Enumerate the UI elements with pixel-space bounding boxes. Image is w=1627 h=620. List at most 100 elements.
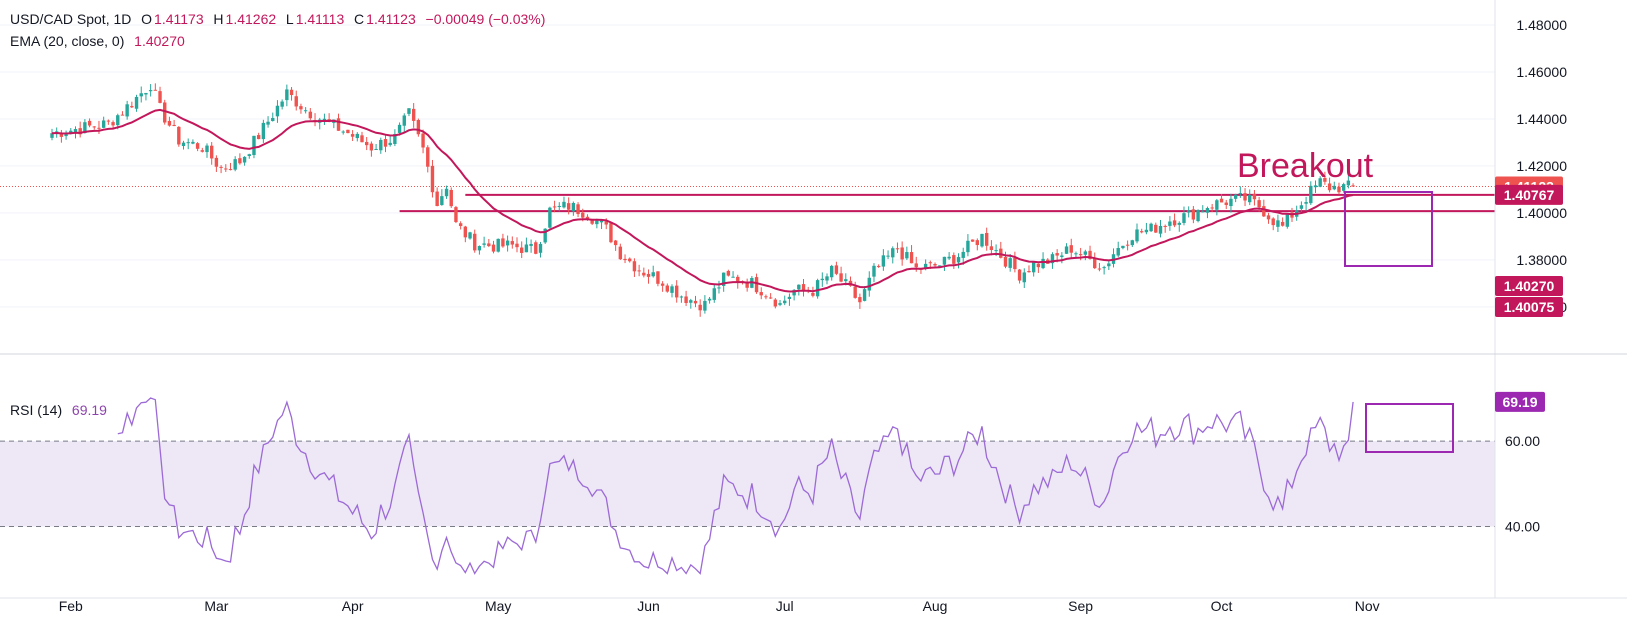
- candle-body: [181, 142, 186, 147]
- candle-body: [609, 223, 613, 243]
- candle-body: [158, 91, 162, 103]
- breakout-annotation: Breakout: [1237, 147, 1374, 185]
- time-tick-label: May: [485, 598, 511, 614]
- candle-body: [1257, 200, 1261, 208]
- rsi-label: RSI (14): [10, 402, 63, 418]
- candle-body: [736, 276, 740, 282]
- candle-body: [219, 166, 223, 168]
- candle-body: [341, 131, 345, 133]
- candle-body: [144, 92, 148, 95]
- candle-body: [435, 191, 439, 207]
- candle-body: [1323, 177, 1327, 182]
- candle-body: [830, 265, 834, 278]
- candle-body: [1107, 263, 1111, 267]
- price-grid: [0, 24, 1495, 308]
- candle-body: [947, 256, 951, 259]
- candle-body: [1078, 254, 1083, 256]
- candle-body: [820, 278, 825, 281]
- candle-body: [1182, 213, 1186, 223]
- candle-body: [1116, 248, 1120, 256]
- candle-body: [1022, 272, 1026, 283]
- candle-body: [628, 258, 632, 262]
- candle-body: [421, 133, 425, 148]
- candle-body: [844, 279, 848, 282]
- rsi-tick-label: 40.00: [1505, 519, 1540, 535]
- candle-body: [477, 246, 482, 251]
- candle-body: [308, 111, 313, 119]
- candle-body: [491, 244, 496, 252]
- candle-body: [233, 159, 237, 170]
- candle-body: [1177, 222, 1181, 225]
- candle-body: [928, 262, 933, 264]
- candle-body: [1069, 245, 1073, 253]
- candle-body: [487, 243, 491, 247]
- candle-body: [1121, 245, 1125, 249]
- candle-body: [322, 118, 327, 121]
- candle-body: [1097, 268, 1102, 270]
- candle-body: [825, 276, 829, 281]
- candle-body: [111, 122, 115, 126]
- candle-body: [1154, 224, 1158, 233]
- rsi-band-fill: [0, 441, 1495, 527]
- candle-body: [1093, 257, 1097, 269]
- candle-body: [975, 240, 980, 246]
- rsi-highlight-box: [1365, 403, 1454, 453]
- time-tick-label: Jul: [776, 598, 794, 614]
- candle-body: [876, 265, 881, 267]
- price-tick-label: 1.38000: [1516, 252, 1567, 268]
- candle-body: [862, 289, 867, 301]
- candle-body: [933, 264, 937, 266]
- candle-body: [350, 134, 355, 137]
- candle-body: [430, 165, 435, 193]
- candle-body: [515, 243, 519, 248]
- candle-body: [116, 115, 120, 126]
- candle-body: [961, 251, 965, 258]
- candle-body: [463, 226, 468, 238]
- candle-body: [482, 243, 486, 245]
- candle-body: [566, 203, 571, 210]
- price-label-box: [1495, 297, 1563, 317]
- candle-body: [271, 117, 275, 121]
- candle-body: [665, 285, 670, 292]
- candle-body: [256, 135, 261, 140]
- candle-body: [858, 297, 862, 303]
- highlight-boxes: [1344, 191, 1454, 453]
- candle-body: [552, 206, 557, 208]
- candle-body: [393, 133, 397, 144]
- candle-body: [214, 157, 219, 167]
- candle-body: [134, 96, 139, 109]
- candle-body: [905, 252, 909, 259]
- open-value: 1.41173: [154, 11, 204, 27]
- candle-body: [684, 296, 688, 304]
- ema-line: [51, 108, 1354, 293]
- ema-series: [51, 108, 1354, 293]
- candle-body: [764, 296, 768, 298]
- candle-body: [778, 303, 782, 305]
- candle-body: [374, 148, 378, 150]
- ema-value: 1.40270: [134, 33, 185, 49]
- candle-body: [590, 220, 594, 224]
- symbol-name: USD/CAD Spot, 1D: [10, 11, 132, 27]
- price-tick-label: 1.42000: [1516, 158, 1567, 174]
- price-tick-label: 1.46000: [1516, 64, 1567, 80]
- candle-body: [956, 257, 961, 263]
- candle-body: [693, 300, 698, 304]
- candle-body: [637, 270, 641, 272]
- candle-body: [454, 207, 458, 223]
- price-label-text: 1.40767: [1504, 187, 1555, 203]
- candle-body: [1346, 180, 1351, 186]
- candle-body: [1229, 198, 1233, 207]
- candle-body: [505, 240, 510, 246]
- ema-legend: EMA (20, close, 0) 1.40270: [10, 33, 187, 49]
- candle-body: [759, 292, 763, 296]
- candle-body: [64, 134, 68, 137]
- candle-body: [585, 216, 590, 219]
- price-label-box: [1495, 276, 1563, 296]
- candle-body: [426, 147, 430, 167]
- candle-body: [938, 265, 942, 267]
- candle-body: [1341, 184, 1346, 191]
- low-value: 1.41113: [295, 11, 345, 27]
- price-label-text: 1.40270: [1504, 278, 1555, 294]
- candle-body: [1027, 270, 1031, 273]
- time-tick-label: Mar: [204, 598, 228, 614]
